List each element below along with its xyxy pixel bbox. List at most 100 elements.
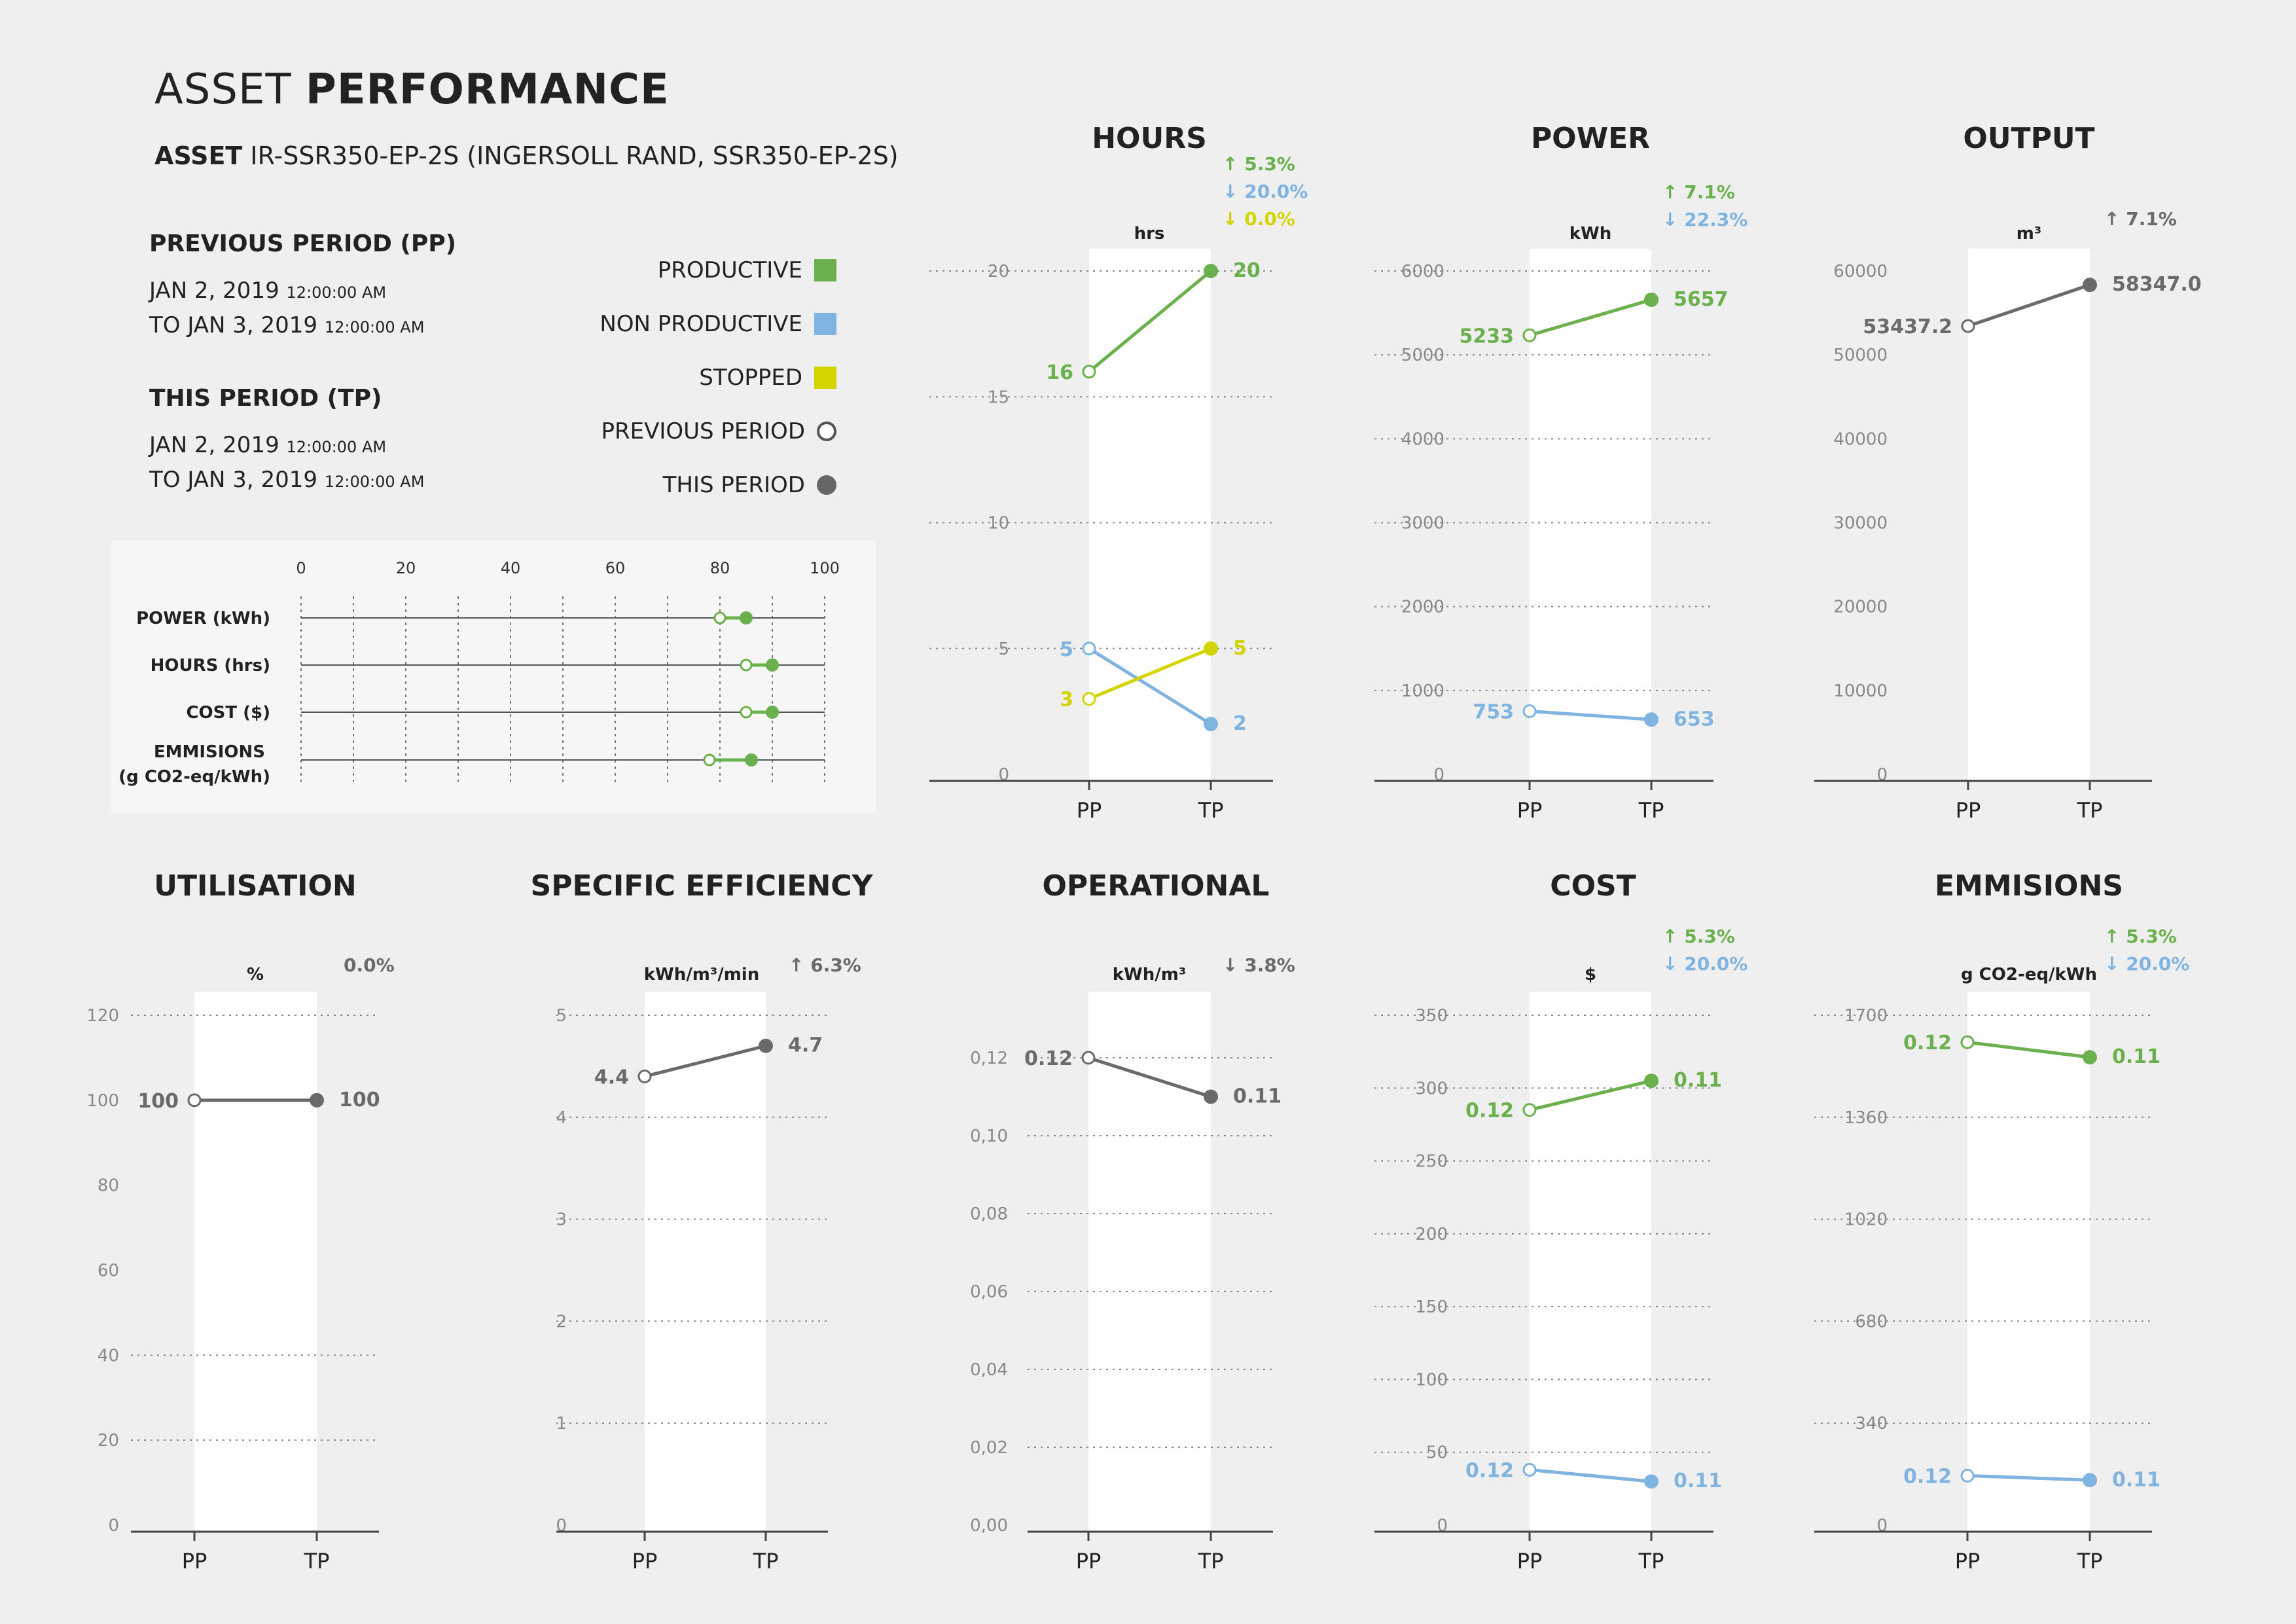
chart-y-tick: 5 [998,640,1009,659]
chart-tp-label: 5 [1233,637,1247,660]
comparison-row-label: HOURS (hrs) [151,656,270,676]
comparison-row-label: COST ($) [186,703,270,723]
asset-label: ASSET [154,141,243,170]
previous-period-block: PREVIOUS PERIOD (PP) JAN 2, 2019 12:00:0… [149,230,456,344]
chart-change-label: ↑ 5.3% [1223,153,1295,175]
previous-period-from-time: 12:00:00 AM [286,283,387,302]
chart-tp-label: 5657 [1674,288,1729,311]
chart-pp-label: 3 [1060,689,1073,712]
legend-this-period: THIS PERIOD [600,458,836,512]
chart-y-tick: 60000 [1833,262,1888,281]
legend-this-period-label: THIS PERIOD [662,472,805,498]
chart-x-tick: TP [304,1549,330,1574]
chart-change-label: ↓ 3.8% [1223,954,1295,976]
chart-band [1530,249,1651,781]
this-period-heading: THIS PERIOD (TP) [149,385,382,412]
chart-title: HOURS [1092,122,1207,155]
legend-productive-label: PRODUCTIVE [657,257,802,283]
chart-series-line [1967,283,2090,328]
chart-y-tick: 350 [1415,1006,1448,1026]
chart-tp-point [1644,292,1659,307]
chart-title: OPERATIONAL [1043,869,1270,903]
chart-band [645,992,766,1532]
chart-y-tick: 80 [98,1176,119,1196]
chart-band [194,992,317,1532]
comparison-pp-point [740,659,753,672]
chart-tp-point [1204,1089,1218,1104]
chart-series-line [644,1044,766,1078]
chart-y-tick: 30000 [1833,514,1888,533]
this-period-to-date: TO JAN 3, 2019 [149,467,318,493]
chart-tp-point [310,1092,324,1108]
chart-change-label: ↓ 20.0% [2104,953,2189,975]
chart-y-tick: 5000 [1401,346,1444,365]
chart-tp-label: 58347.0 [2112,273,2202,296]
chart-y-tick: 0 [108,1516,119,1536]
chart-y-tick: 340 [1855,1414,1888,1434]
chart-tp-point [759,1038,773,1053]
chart-title: SPECIFIC EFFICIENCY [531,869,874,903]
title-block: ASSET PERFORMANCE ASSET IR-SSR350-EP-2S … [154,65,899,170]
chart-change-label: ↓ 22.3% [1662,209,1748,230]
filled-circle-icon [817,475,836,495]
chart-title: OUTPUT [1963,122,2094,155]
chart-tp-label: 4.7 [788,1034,823,1057]
chart-y-tick: 6000 [1401,262,1444,281]
comparison-x-tick: 0 [296,559,306,577]
chart-pp-point [1522,704,1537,718]
legend-stopped: STOPPED [600,351,836,405]
chart-pp-point [1960,1468,1975,1483]
comparison-pp-point [740,706,753,719]
chart-x-tick: TP [2077,1549,2103,1574]
chart-x-tick: PP [1517,798,1543,823]
chart-title: EMMISIONS [1935,869,2123,903]
legend-non-productive: NON PRODUCTIVE [600,297,836,351]
chart-change-label: ↓ 20.0% [1662,953,1748,975]
legend-previous-period-label: PREVIOUS PERIOD [601,418,805,444]
previous-period-to: TO JAN 3, 2019 12:00:00 AM [149,309,456,344]
this-period-from: JAN 2, 2019 12:00:00 AM [149,429,424,463]
chart-x-tick: TP [1638,1549,1664,1574]
chart-y-tick: 60 [98,1261,119,1281]
chart-unit: hrs [1134,224,1165,244]
chart-tp-point [1644,712,1659,727]
chart-x-tick: TP [2077,798,2103,823]
chart-band [1968,249,2090,781]
chart-series-line [1088,647,1212,726]
this-period-to: TO JAN 3, 2019 12:00:00 AM [149,463,424,498]
chart-title: POWER [1531,122,1650,155]
chart-y-tick: 4 [556,1108,567,1128]
chart-utilisation: 0 20 40 60 80 100 120 PP TP UTILISATION% 0.0% 100 10… [86,869,394,1574]
chart-unit: % [247,965,264,984]
this-period-block: THIS PERIOD (TP) JAN 2, 2019 12:00:00 AM… [149,385,424,498]
chart-y-tick: 4000 [1401,429,1444,449]
chart-y-tick: 3 [556,1210,567,1230]
chart-pp-label: 100 [137,1090,179,1113]
chart-x-tick: PP [1956,798,1981,823]
chart-pp-label: 0.12 [1024,1047,1073,1070]
chart-y-tick: 0,08 [970,1204,1008,1224]
chart-y-tick: 15 [988,388,1009,407]
previous-period-heading: PREVIOUS PERIOD (PP) [149,230,457,257]
chart-y-tick: 2000 [1401,598,1444,617]
chart-x-tick: TP [753,1549,779,1574]
chart-x-tick: PP [1517,1549,1543,1574]
chart-change-label: ↑ 6.3% [789,954,861,976]
comparison-x-tick: 100 [810,559,840,577]
chart-x-tick: PP [182,1549,207,1574]
comparison-tp-point [766,659,779,672]
chart-y-tick: 5 [556,1006,567,1026]
chart-y-tick: 20 [98,1431,119,1451]
chart-y-tick: 1000 [1401,681,1444,701]
chart-pp-point [1522,1462,1537,1477]
chart-y-tick: 2 [556,1312,567,1331]
chart-y-tick: 250 [1415,1152,1448,1172]
chart-y-tick: 680 [1855,1312,1888,1331]
chart-series-line [1529,709,1652,721]
chart-tp-label: 0.11 [1233,1085,1282,1108]
chart-pp-point [1961,319,1975,333]
page-title: ASSET PERFORMANCE [154,65,899,114]
chart-tp-point [1204,264,1218,278]
